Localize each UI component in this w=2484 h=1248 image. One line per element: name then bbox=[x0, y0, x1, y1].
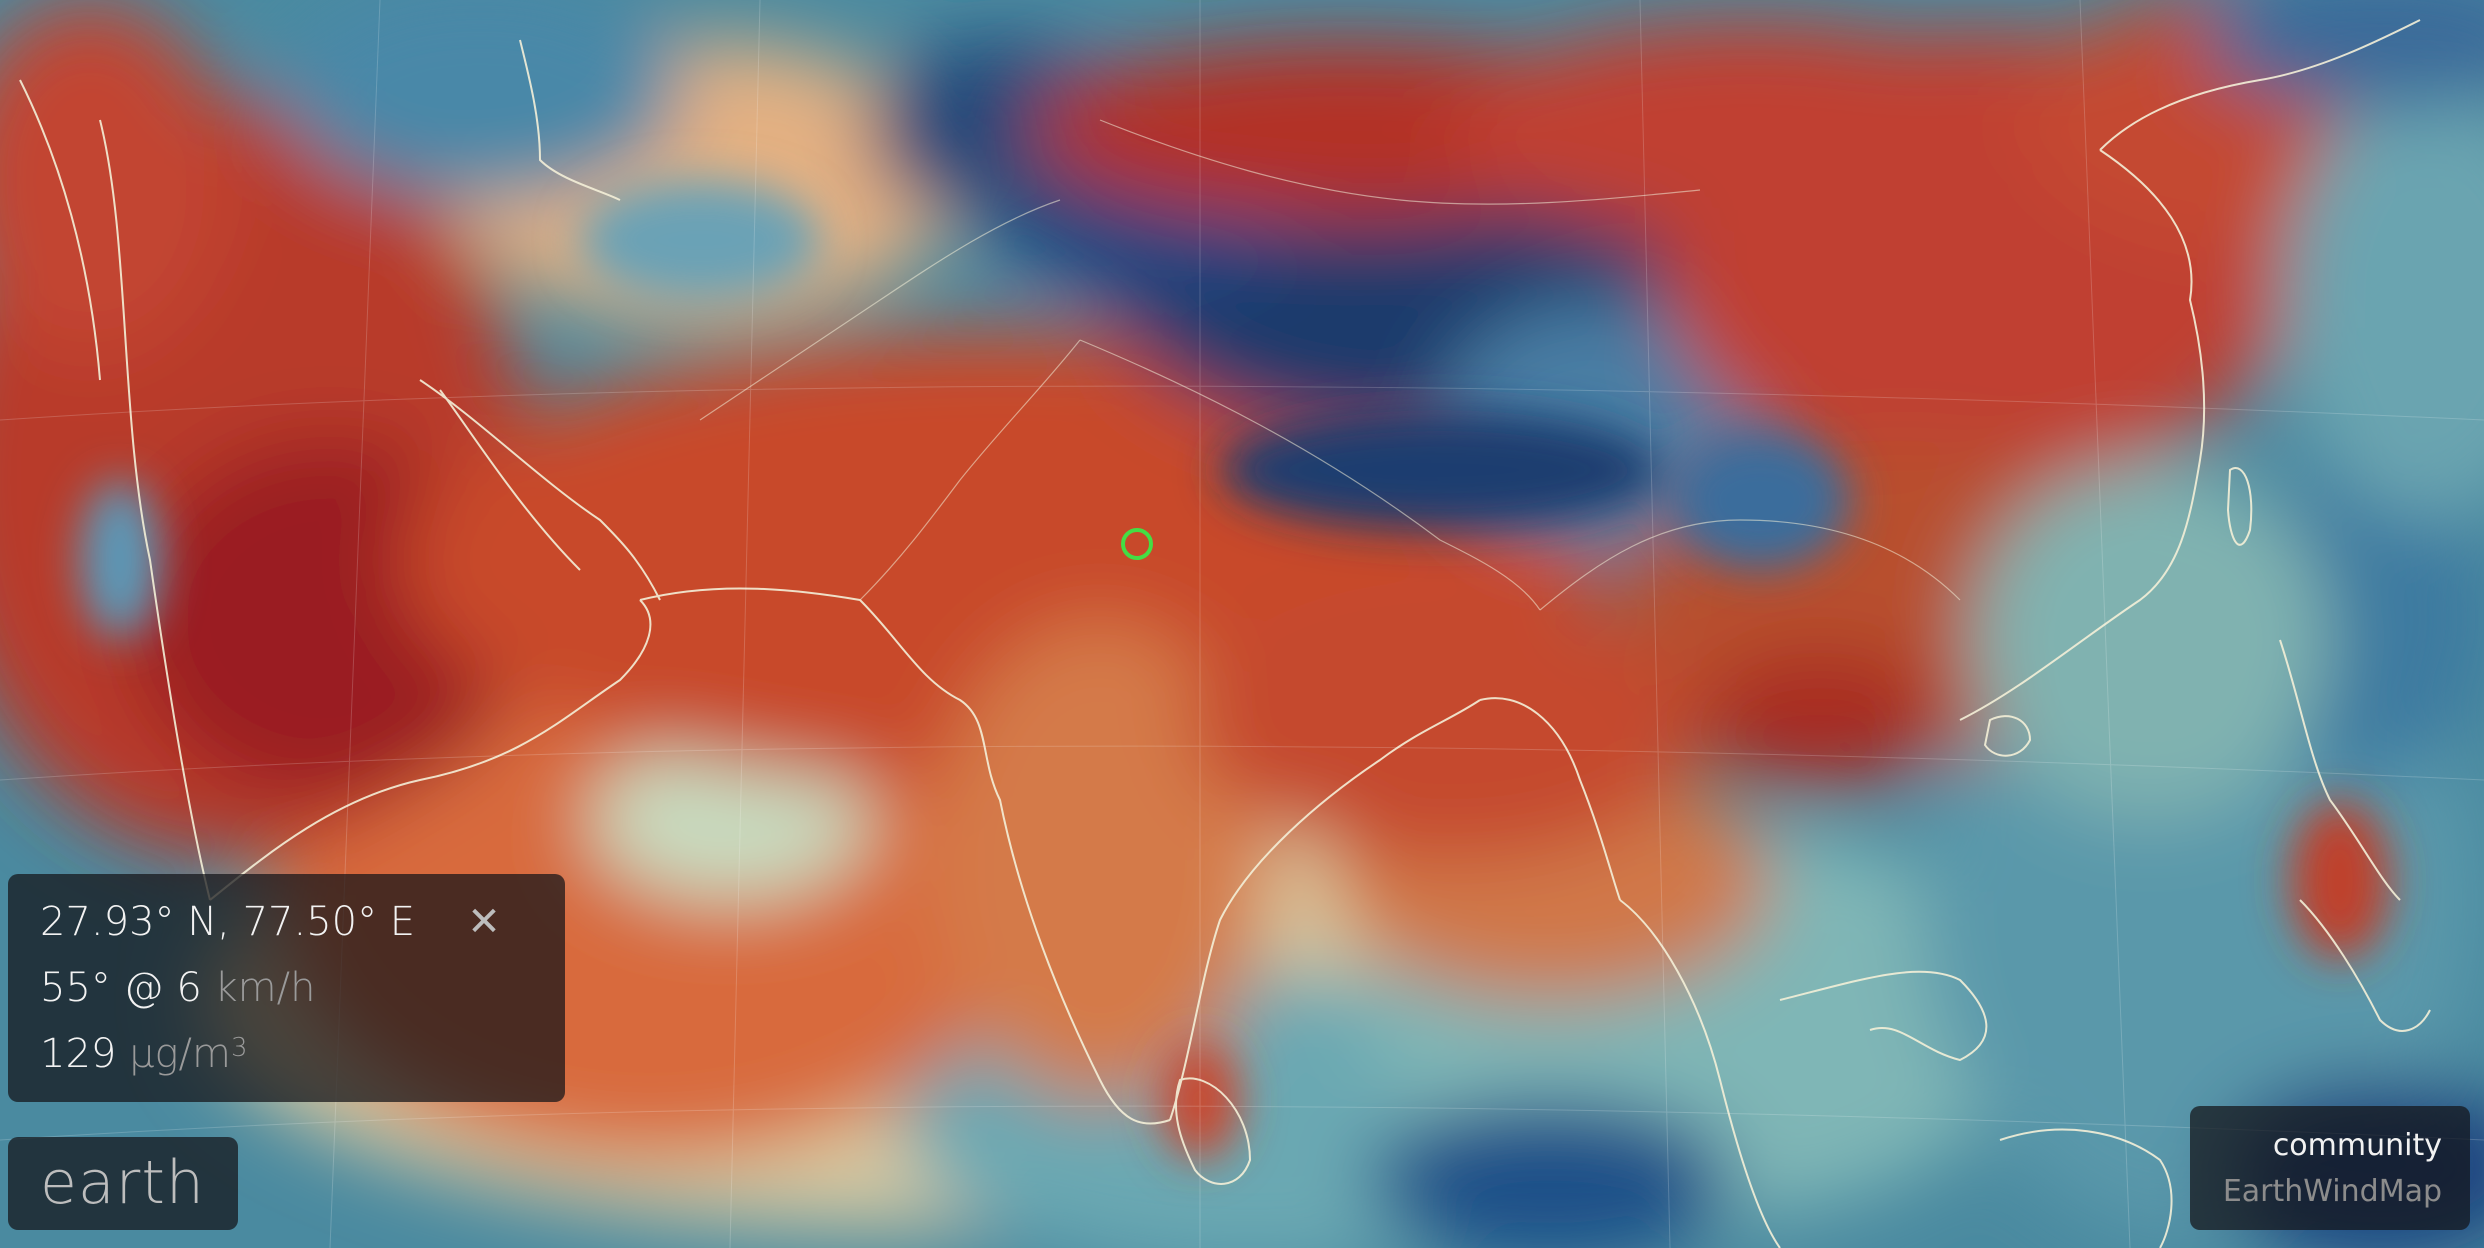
earth-menu-button[interactable]: earth bbox=[8, 1137, 238, 1230]
earthwindmap-link[interactable]: EarthWindMap bbox=[2222, 1174, 2442, 1209]
community-link[interactable]: community bbox=[2272, 1128, 2442, 1163]
particulate-unit-exponent: 3 bbox=[230, 1033, 248, 1063]
particulate-readout: 129 μg/m3 bbox=[40, 1030, 248, 1078]
particulate-unit-base: μg/m bbox=[129, 1031, 231, 1077]
community-panel: community EarthWindMap bbox=[2190, 1106, 2470, 1230]
wind-unit[interactable]: km/h bbox=[214, 965, 316, 1011]
coordinates-readout: 27.93° N, 77.50° E bbox=[40, 898, 415, 946]
earth-label: earth bbox=[40, 1148, 205, 1218]
particulate-value: 129 bbox=[40, 1031, 117, 1077]
particulate-unit[interactable]: μg/m3 bbox=[129, 1031, 247, 1077]
close-icon[interactable]: ✕ bbox=[467, 899, 501, 945]
pollution-detail-spots bbox=[80, 180, 2390, 1160]
location-marker[interactable] bbox=[1121, 528, 1153, 560]
wind-readout: 55° @ 6 km/h bbox=[40, 964, 315, 1012]
location-info-panel: 27.93° N, 77.50° E ✕ 55° @ 6 km/h 129 μg… bbox=[8, 874, 565, 1102]
coordinates-text: 27.93° N, 77.50° E bbox=[40, 899, 416, 945]
coastlines-borders bbox=[19, 19, 2431, 1248]
wind-value: 55° @ 6 bbox=[40, 965, 202, 1011]
